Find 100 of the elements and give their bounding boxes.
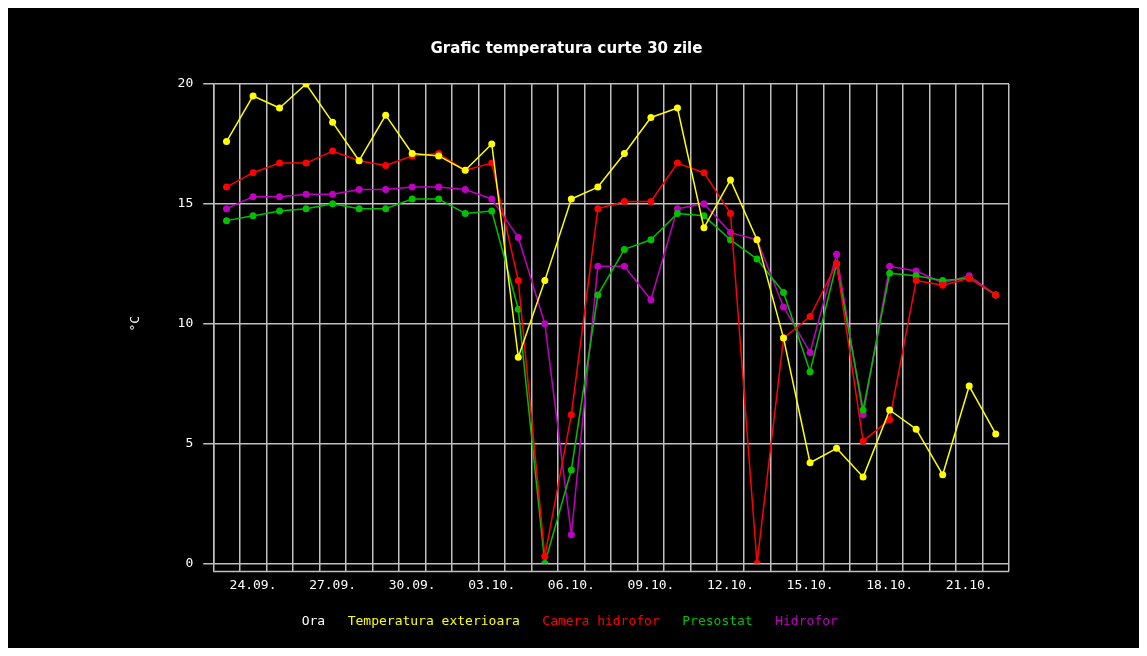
x-tick-label: 09.10. <box>627 576 675 592</box>
point <box>249 193 257 201</box>
point <box>514 353 522 361</box>
point <box>488 207 496 215</box>
point <box>620 197 628 205</box>
point <box>806 313 814 321</box>
point <box>382 111 390 119</box>
point <box>594 183 602 191</box>
text: Camera hidrofor <box>542 612 660 628</box>
point <box>488 195 496 203</box>
point <box>276 193 284 201</box>
point <box>408 183 416 191</box>
point <box>408 195 416 203</box>
x-tick-label: 21.10. <box>945 576 993 592</box>
point <box>302 190 310 198</box>
point <box>276 159 284 167</box>
point <box>647 197 655 205</box>
point <box>435 195 443 203</box>
point <box>223 217 231 225</box>
point <box>912 277 920 285</box>
point <box>992 430 1000 438</box>
point <box>700 169 708 177</box>
point <box>833 250 841 258</box>
point <box>567 411 575 419</box>
y-tick-label: 15 <box>177 195 194 211</box>
point <box>726 209 734 217</box>
point <box>329 190 337 198</box>
x-tick-label: 30.09. <box>388 576 436 592</box>
point <box>859 437 867 445</box>
point <box>594 262 602 270</box>
point <box>965 382 973 390</box>
point <box>567 195 575 203</box>
point <box>620 245 628 253</box>
point <box>886 406 894 414</box>
point <box>647 296 655 304</box>
point <box>249 92 257 100</box>
point <box>355 205 363 213</box>
text: Hidrofor <box>775 612 838 628</box>
point <box>647 236 655 244</box>
point <box>382 162 390 169</box>
point <box>806 368 814 376</box>
point <box>276 104 284 112</box>
legend-label: Ora <box>301 612 326 628</box>
x-tick-label: 06.10. <box>547 576 595 592</box>
point <box>673 209 681 217</box>
point <box>673 104 681 112</box>
point <box>514 277 522 285</box>
point <box>276 207 284 215</box>
point <box>249 212 257 220</box>
point <box>302 159 310 167</box>
point <box>700 224 708 232</box>
point <box>620 262 628 270</box>
point <box>435 183 443 191</box>
y-axis-title: °C <box>127 315 143 332</box>
point <box>461 185 469 193</box>
x-tick-label: 12.10. <box>707 576 754 592</box>
point <box>249 169 257 177</box>
point <box>541 320 549 328</box>
point <box>302 205 310 213</box>
point <box>488 140 496 148</box>
point <box>223 183 231 191</box>
point <box>223 138 231 146</box>
y-tick-label: 10 <box>177 315 194 331</box>
point <box>806 348 814 356</box>
x-tick-label: 03.10. <box>468 576 516 592</box>
point <box>780 303 788 311</box>
point <box>700 200 708 208</box>
point <box>223 205 231 213</box>
point <box>886 262 894 270</box>
point <box>859 406 867 414</box>
point <box>647 114 655 122</box>
point <box>567 466 575 474</box>
x-tick-label: 15.10. <box>786 576 834 592</box>
point <box>780 289 788 297</box>
point <box>461 209 469 217</box>
point <box>673 159 681 167</box>
x-tick-label: 18.10. <box>866 576 914 592</box>
point <box>753 255 761 263</box>
point <box>514 233 522 241</box>
chart-title: Grafic temperatura curte 30 zile <box>430 38 703 57</box>
x-tick-label: 24.09. <box>229 576 277 592</box>
point <box>594 291 602 299</box>
point <box>726 176 734 184</box>
point <box>859 473 867 481</box>
point <box>833 444 841 452</box>
y-tick-label: 5 <box>185 434 194 450</box>
point <box>541 552 549 560</box>
point <box>541 277 549 285</box>
point <box>594 205 602 213</box>
text: Temperatura exterioara <box>347 612 520 628</box>
point <box>382 185 390 193</box>
text: Presostat <box>682 612 753 628</box>
point <box>567 531 575 539</box>
x-tick-label: 27.09. <box>309 576 357 592</box>
point <box>886 269 894 277</box>
y-tick-label: 0 <box>185 554 194 570</box>
point <box>886 416 894 424</box>
point <box>939 471 947 479</box>
point <box>912 425 920 433</box>
point <box>329 147 337 155</box>
